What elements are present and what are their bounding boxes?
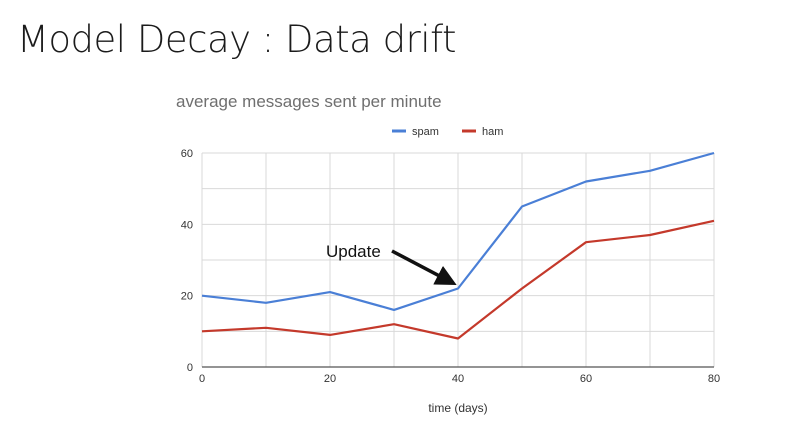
chart-grid: [201, 152, 715, 368]
legend: spam ham: [392, 126, 503, 138]
annotation-arrow: [391, 249, 457, 285]
x-tick-label: 60: [580, 373, 592, 385]
axis-ticks: 0 20 40 60 0 20 40 60 80: [181, 148, 720, 385]
y-tick-label: 20: [181, 291, 193, 303]
y-tick-label: 40: [181, 219, 193, 231]
series-line-spam: [201, 151, 715, 311]
x-axis-label: time (days): [428, 401, 487, 415]
y-tick-label: 0: [187, 362, 193, 374]
x-tick-label: 40: [452, 373, 464, 385]
legend-label-ham: ham: [482, 126, 503, 138]
series-layer: [201, 151, 715, 340]
legend-label-spam: spam: [412, 126, 439, 138]
series-line-ham: [201, 219, 715, 340]
y-tick-label: 60: [181, 148, 193, 160]
slide-title: Model Decay : Data drift: [17, 18, 456, 61]
annotation-label: Update: [326, 242, 381, 261]
update-annotation: Update: [326, 242, 457, 285]
x-tick-label: 80: [708, 373, 720, 385]
x-tick-label: 20: [324, 373, 336, 385]
chart-title: average messages sent per minute: [176, 92, 442, 111]
x-tick-label: 0: [199, 373, 205, 385]
